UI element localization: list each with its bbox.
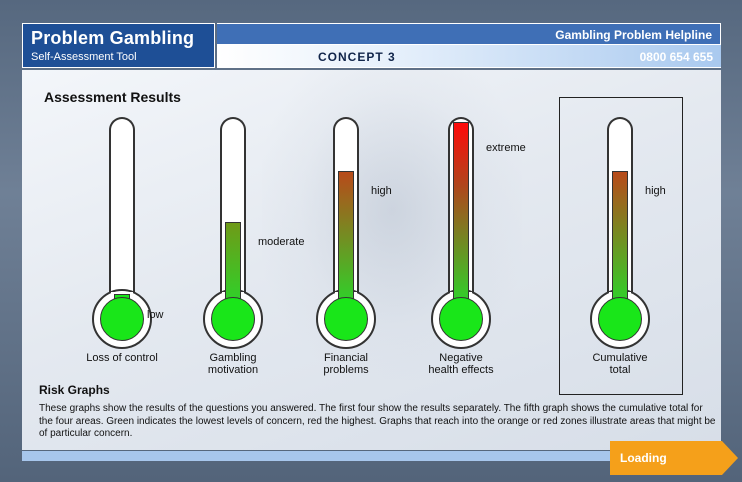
- risk-heading: Risk Graphs: [39, 383, 110, 397]
- cumulative-frame: [559, 97, 683, 395]
- loading-button[interactable]: Loading: [610, 441, 738, 475]
- gauge-ball: [211, 297, 255, 341]
- gauge: high Cumulative total: [571, 70, 691, 380]
- results-heading: Assessment Results: [44, 89, 181, 105]
- gauge-caption: Gambling motivation: [207, 352, 259, 376]
- loading-arrow-icon: [610, 441, 738, 475]
- gauge-level-label: extreme: [486, 142, 526, 154]
- gauge-fill: [453, 122, 469, 302]
- gauge-caption: Loss of control: [86, 352, 158, 364]
- results-panel: Assessment Results low Loss of control mod…: [22, 70, 721, 450]
- helpline-label: Gambling Problem Helpline: [555, 28, 712, 42]
- loading-label: Loading: [620, 451, 667, 465]
- concept-bar: CONCEPT 3 0800 654 655: [217, 45, 721, 68]
- gauge-ball: [100, 297, 144, 341]
- gauge-ball: [324, 297, 368, 341]
- app-subtitle: Self-Assessment Tool: [31, 51, 137, 63]
- gauge-ball: [598, 297, 642, 341]
- gauge-level-label: high: [645, 185, 666, 197]
- gauge-caption: Financial problems: [323, 352, 369, 376]
- gauge: moderate Gambling motivation: [184, 70, 304, 380]
- gauge-level-label: moderate: [258, 236, 305, 248]
- gauge-level-label: low: [147, 309, 164, 321]
- helpline-bar: Gambling Problem Helpline: [217, 23, 721, 45]
- gauge-caption: Negative health effects: [428, 352, 494, 376]
- helpline-number: 0800 654 655: [639, 50, 713, 64]
- gauge-fill: [225, 222, 241, 302]
- gauge-caption: Cumulative total: [592, 352, 648, 376]
- gauge-tube: [109, 117, 135, 317]
- risk-description: These graphs show the results of the que…: [39, 403, 716, 439]
- gauge: low Loss of control: [73, 70, 193, 380]
- footer-bar: [22, 451, 721, 461]
- gauge: high Financial problems: [297, 70, 417, 380]
- concept-label: CONCEPT 3: [318, 50, 396, 64]
- gauge: extreme Negative health effects: [412, 70, 532, 380]
- app-title: Problem Gambling: [31, 28, 195, 48]
- title-block: Problem Gambling Self-Assessment Tool: [22, 23, 215, 68]
- gauge-level-label: high: [371, 185, 392, 197]
- gauge-ball: [439, 297, 483, 341]
- gauge-fill: [612, 171, 628, 302]
- gauge-fill: [338, 171, 354, 302]
